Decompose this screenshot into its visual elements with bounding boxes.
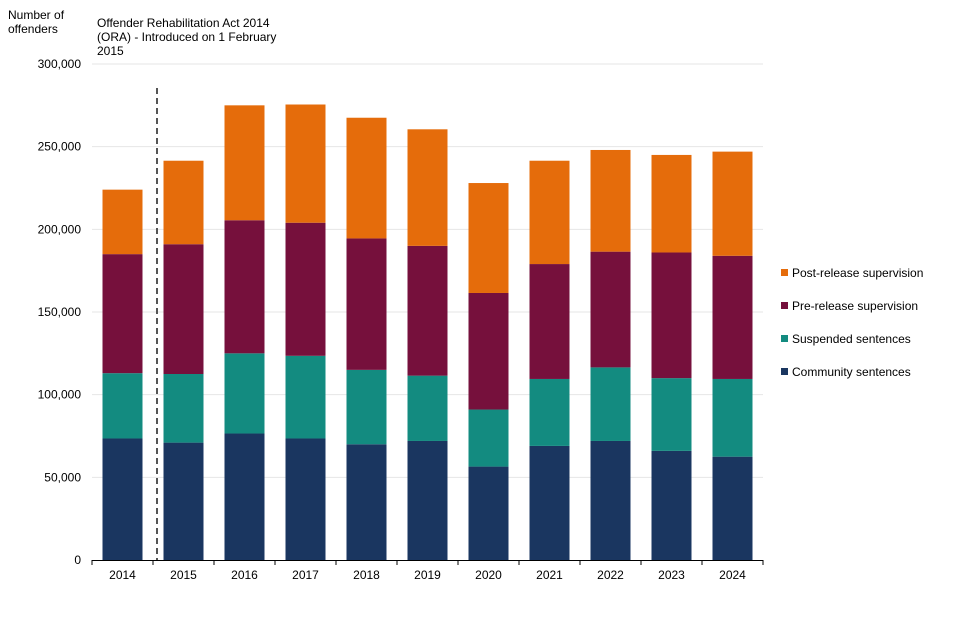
bar-segment-pre-release-supervision-2020	[468, 292, 509, 410]
x-tick-label: 2017	[292, 568, 319, 582]
x-tick-label: 2019	[414, 568, 441, 582]
bar-segment-suspended-sentences-2018	[346, 369, 387, 445]
bar-segment-suspended-sentences-2015	[163, 374, 204, 443]
bar-segment-pre-release-supervision-2022	[590, 251, 631, 368]
bar-segment-community-sentences-2014	[102, 438, 143, 560]
bar-segment-suspended-sentences-2016	[224, 353, 265, 434]
x-tick-label: 2014	[109, 568, 136, 582]
bar-segment-post-release-supervision-2022	[590, 149, 631, 252]
legend-label: Suspended sentences	[792, 332, 911, 346]
bar-segment-suspended-sentences-2020	[468, 409, 509, 467]
legend-swatch	[781, 302, 788, 309]
bar-segment-community-sentences-2015	[163, 442, 204, 560]
y-axis-label-line-1: Number of	[8, 8, 65, 22]
bar-segment-pre-release-supervision-2021	[529, 264, 570, 379]
x-tick-label: 2020	[475, 568, 502, 582]
bar-segment-suspended-sentences-2014	[102, 373, 143, 439]
x-tick-label: 2015	[170, 568, 197, 582]
x-tick-label: 2016	[231, 568, 258, 582]
legend-label: Community sentences	[792, 365, 911, 379]
y-tick-label: 50,000	[44, 470, 81, 484]
bar-segment-community-sentences-2016	[224, 433, 265, 560]
y-tick-label: 250,000	[38, 140, 82, 154]
x-tick-label: 2022	[597, 568, 624, 582]
y-tick-label: 200,000	[38, 222, 82, 236]
x-tick-label: 2018	[353, 568, 380, 582]
legend: Post-release supervision Pre-release supe…	[781, 266, 923, 379]
y-tick-label: 0	[74, 553, 81, 567]
bar-segment-suspended-sentences-2017	[285, 355, 326, 439]
bar-segment-suspended-sentences-2021	[529, 378, 570, 446]
annotation-line-3: 2015	[97, 44, 124, 58]
legend-swatch	[781, 368, 788, 375]
x-tick-label: 2023	[658, 568, 685, 582]
bar-segment-pre-release-supervision-2015	[163, 244, 204, 374]
annotation-line-1: Offender Rehabilitation Act 2014	[97, 16, 270, 30]
bars	[102, 104, 753, 560]
bar-segment-post-release-supervision-2016	[224, 105, 265, 221]
y-axis-label-line-2: offenders	[8, 22, 58, 36]
bar-segment-community-sentences-2019	[407, 440, 448, 560]
bar-segment-suspended-sentences-2024	[712, 378, 753, 457]
bar-segment-pre-release-supervision-2018	[346, 238, 387, 370]
bar-segment-suspended-sentences-2022	[590, 367, 631, 441]
bar-segment-community-sentences-2020	[468, 466, 509, 560]
bar-segment-post-release-supervision-2015	[163, 160, 204, 245]
bar-segment-suspended-sentences-2019	[407, 375, 448, 441]
bar-segment-community-sentences-2018	[346, 444, 387, 560]
bar-segment-post-release-supervision-2020	[468, 183, 509, 293]
bar-segment-community-sentences-2021	[529, 445, 570, 560]
x-tick-label: 2021	[536, 568, 563, 582]
bar-segment-community-sentences-2022	[590, 440, 631, 560]
legend-label: Post-release supervision	[792, 266, 923, 280]
bar-segment-pre-release-supervision-2017	[285, 222, 326, 356]
bar-segment-pre-release-supervision-2024	[712, 255, 753, 379]
bar-segment-community-sentences-2023	[651, 450, 692, 560]
bar-segment-post-release-supervision-2017	[285, 104, 326, 223]
axes: 0 50,000 100,000 150,000 200,000 250,000 300,0…	[38, 57, 764, 582]
bar-segment-post-release-supervision-2021	[529, 160, 570, 265]
bar-segment-pre-release-supervision-2023	[651, 252, 692, 379]
bar-segment-pre-release-supervision-2019	[407, 245, 448, 376]
y-tick-label: 100,000	[38, 388, 82, 402]
bar-segment-post-release-supervision-2019	[407, 129, 448, 246]
bar-segment-pre-release-supervision-2016	[224, 220, 265, 354]
bar-segment-suspended-sentences-2023	[651, 378, 692, 451]
legend-swatch	[781, 335, 788, 342]
y-tick-label: 300,000	[38, 57, 82, 71]
bar-segment-community-sentences-2017	[285, 438, 326, 560]
bar-segment-pre-release-supervision-2014	[102, 254, 143, 374]
bar-segment-post-release-supervision-2014	[102, 189, 143, 255]
annotation-line-2: (ORA) - Introduced on 1 February	[97, 30, 276, 44]
bar-segment-post-release-supervision-2023	[651, 154, 692, 253]
legend-label: Pre-release supervision	[792, 299, 918, 313]
bar-segment-community-sentences-2024	[712, 456, 753, 560]
y-tick-label: 150,000	[38, 305, 82, 319]
bar-segment-post-release-supervision-2024	[712, 151, 753, 256]
legend-swatch	[781, 269, 788, 276]
x-tick-label: 2024	[719, 568, 746, 582]
bar-segment-post-release-supervision-2018	[346, 117, 387, 239]
